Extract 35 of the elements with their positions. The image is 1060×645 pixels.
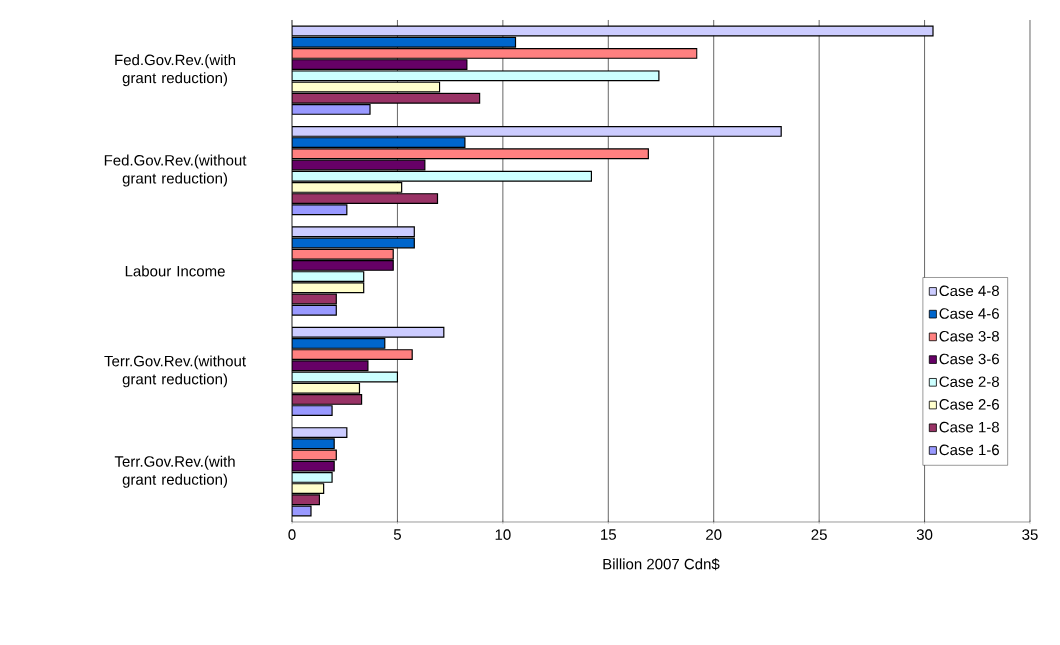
legend-label: Case 4-8 xyxy=(939,285,999,297)
x-tick-label: 35 xyxy=(1022,529,1038,540)
bar xyxy=(292,259,394,271)
x-tick-label: 15 xyxy=(601,529,616,540)
bar xyxy=(292,337,386,349)
x-tick-label: 30 xyxy=(916,529,933,540)
legend-label: Case 1-8 xyxy=(939,421,999,433)
bar xyxy=(292,59,468,71)
bar xyxy=(292,181,403,193)
x-tick-label: 20 xyxy=(706,529,722,540)
legend-label: Case 3-8 xyxy=(939,330,999,342)
bar xyxy=(292,137,466,149)
bar xyxy=(292,349,413,361)
bar xyxy=(292,47,698,59)
y-tick-label: Fed.Gov.Rev.(without grant reduction) xyxy=(104,154,247,187)
legend-label: Case 2-8 xyxy=(939,376,999,387)
x-axis-title: Billion 2007 Cdn$ xyxy=(603,558,720,571)
legend-label: Case 2-6 xyxy=(939,399,999,410)
x-tick-label: 0 xyxy=(288,529,296,540)
bar xyxy=(292,193,439,205)
x-tick-label: 5 xyxy=(393,529,401,540)
bar xyxy=(292,103,371,115)
y-tick-label: Terr.Gov.Rev.(without grant reduction) xyxy=(104,355,246,388)
bar xyxy=(292,271,365,283)
bar xyxy=(292,393,363,405)
y-tick-label: Terr.Gov.Rev.(with grant reduction) xyxy=(114,455,235,488)
legend-label: Case 1-6 xyxy=(939,444,999,456)
legend-label: Case 3-6 xyxy=(939,353,999,365)
x-tick-label: 10 xyxy=(495,529,511,540)
bar xyxy=(292,427,348,439)
y-tick-label: Labour Income xyxy=(125,265,225,277)
y-tick-label: Fed.Gov.Rev.(with grant reduction) xyxy=(115,54,236,87)
legend-label: Case 4-6 xyxy=(939,308,999,319)
x-tick-label: 25 xyxy=(811,529,827,540)
bar xyxy=(292,125,782,137)
